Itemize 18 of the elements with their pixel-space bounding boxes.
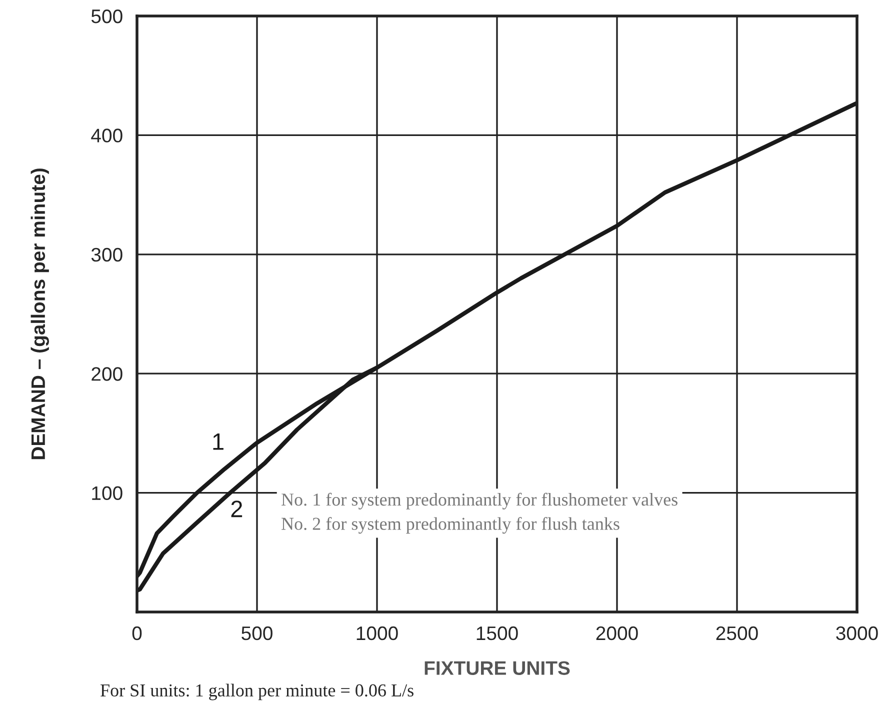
y-axis-title: DEMAND – (gallons per minute)	[30, 168, 50, 460]
annotation: No. 1 for system predominantly for flushometer valves No. 2 for system predominantly for flush tanks	[282, 492, 678, 534]
x-tick-label: 3000	[836, 626, 878, 640]
series-label: 2	[231, 500, 242, 518]
x-axis-title: FIXTURE UNITS	[424, 661, 570, 675]
y-tick-label: 300	[91, 248, 122, 262]
text: For SI units: 1 gallon per minute = 0.06 L/s	[100, 684, 414, 700]
series-label: 1	[213, 434, 224, 450]
x-tick-label: 500	[242, 626, 272, 640]
x-tick-label: 2000	[596, 626, 638, 640]
x-tick-label: 2500	[716, 626, 758, 640]
x-tick-label: 1000	[356, 626, 398, 640]
y-tick-label: 100	[92, 486, 122, 500]
y-tick-label: 500	[91, 9, 122, 24]
y-tick-label: 400	[91, 128, 122, 142]
x-tick-label: 1500	[476, 626, 518, 640]
y-tick-label: 200	[92, 367, 122, 381]
x-tick-label: 0	[132, 626, 142, 640]
